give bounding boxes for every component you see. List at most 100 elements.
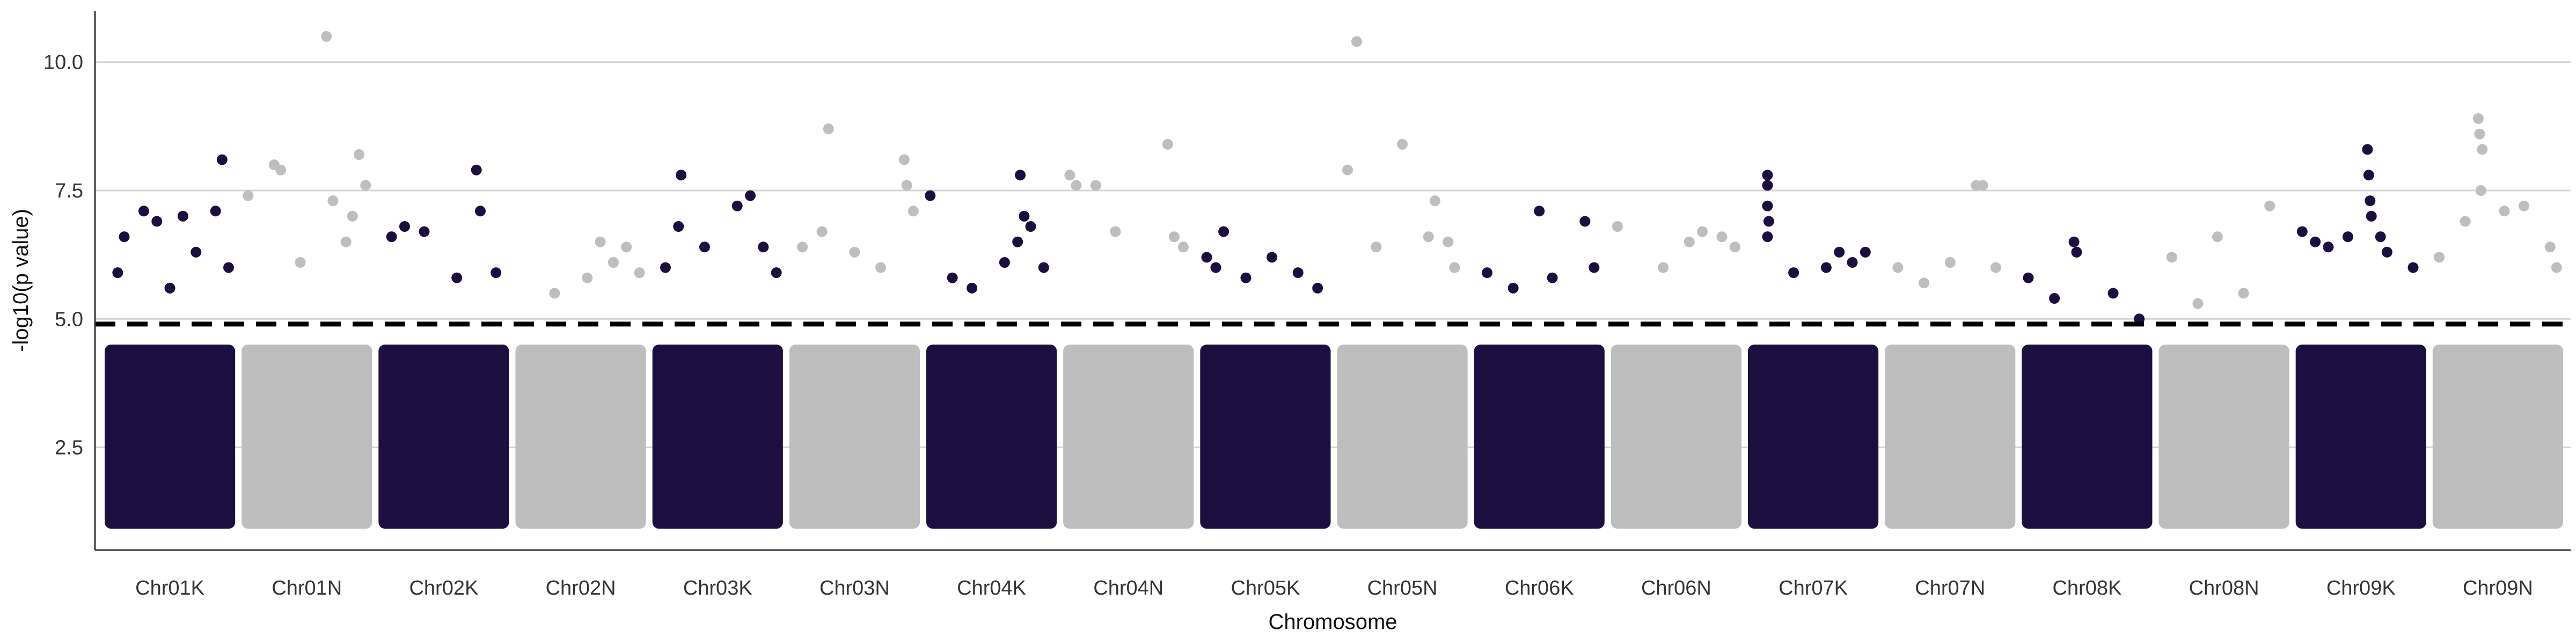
snp-point [898,154,910,165]
snp-point [2477,144,2488,155]
snp-point [758,241,769,253]
snp-point [2519,200,2530,211]
snp-point [1267,252,1278,263]
snp-point [2381,246,2392,258]
point-band-chr09n [2432,345,2563,529]
snp-point [2071,246,2082,258]
snp-point [1697,226,1708,237]
snp-point [177,210,188,222]
point-band-chr07k [1748,345,1879,529]
y-tick-label: 10.0 [43,52,83,74]
snp-point [1423,231,1434,243]
snp-point [2023,272,2034,283]
snp-point [999,257,1010,268]
snp-point [660,262,671,273]
snp-point [549,288,560,299]
snp-point [1351,36,1362,47]
snp-point [947,272,958,283]
snp-point [1177,241,1189,253]
snp-point [2433,252,2445,263]
snp-point [360,180,371,191]
y-axis-title: -log10(p value) [9,209,33,352]
point-band-chr08n [2158,345,2289,529]
snp-point [1090,180,1101,191]
snp-point [2407,262,2419,273]
x-tick-label: Chr05N [1367,577,1438,599]
y-tick-label: 5.0 [55,308,83,331]
snp-point [1168,231,1180,243]
x-tick-label: Chr07N [1915,577,1985,599]
snp-point [2363,170,2374,181]
snp-point [1834,246,1845,258]
snp-point [608,257,619,268]
snp-point [2460,216,2471,227]
snp-point [1547,272,1558,283]
snp-point [1762,180,1773,191]
snp-point [1240,272,1252,283]
snp-point [1019,210,1030,222]
point-band-chr01n [241,345,372,529]
snp-point [2362,144,2373,155]
x-tick-label: Chr06N [1641,577,1711,599]
snp-point [2068,236,2080,247]
snp-point [634,267,645,279]
point-band-chr04k [926,345,1057,529]
snp-point [2192,298,2204,309]
snp-point [164,282,175,294]
snp-point [451,272,463,283]
snp-point [2212,231,2223,243]
point-band-chr03k [652,345,783,529]
snp-point [1919,277,1930,289]
x-tick-label: Chr08N [2189,577,2259,599]
point-band-chr01k [105,345,236,529]
snp-point [823,123,834,135]
snp-point [2134,313,2145,325]
snp-point [925,190,936,201]
snp-point [1218,226,1230,237]
snp-point [1534,206,1545,217]
snp-point [2366,210,2377,222]
snp-point [112,267,123,279]
snp-point [1788,267,1799,279]
snp-point [1481,267,1492,279]
snp-point [1977,180,1988,191]
snp-point [1820,262,1832,273]
snp-point [1507,282,1519,294]
snp-point [340,236,352,247]
x-tick-label: Chr02N [546,577,616,599]
snp-point [1892,262,1904,273]
snp-point [731,200,743,211]
snp-point [875,262,887,273]
point-band-chr09k [2295,345,2426,529]
snp-point [2323,241,2334,253]
x-tick-label: Chr09N [2463,577,2533,599]
snp-point [1990,262,2001,273]
x-tick-label: Chr04K [957,577,1026,599]
x-tick-label: Chr03K [683,577,752,599]
snp-point [2544,241,2556,253]
snp-point [901,180,912,191]
snp-point [1397,138,1408,150]
point-band-chr07n [1885,345,2016,529]
snp-point [386,231,397,243]
y-tick-label: 7.5 [55,180,83,202]
snp-point [223,262,235,273]
snp-point [582,272,593,283]
snp-point [138,206,149,217]
snp-point [354,149,365,160]
x-tick-label: Chr08K [2052,577,2121,599]
snp-point [2049,293,2060,304]
x-tick-label: Chr05K [1231,577,1300,599]
snp-point [1443,236,1454,247]
snp-point [908,206,919,217]
point-band-chr08k [2022,345,2153,529]
point-band-chr02k [378,345,509,529]
snp-point [1729,241,1740,253]
snp-point [2238,288,2249,299]
snp-point [1684,236,1695,247]
snp-point [119,231,130,243]
snp-point [1064,170,1075,181]
snp-point [1763,216,1774,227]
snp-point [816,226,828,237]
snp-point [849,246,860,258]
